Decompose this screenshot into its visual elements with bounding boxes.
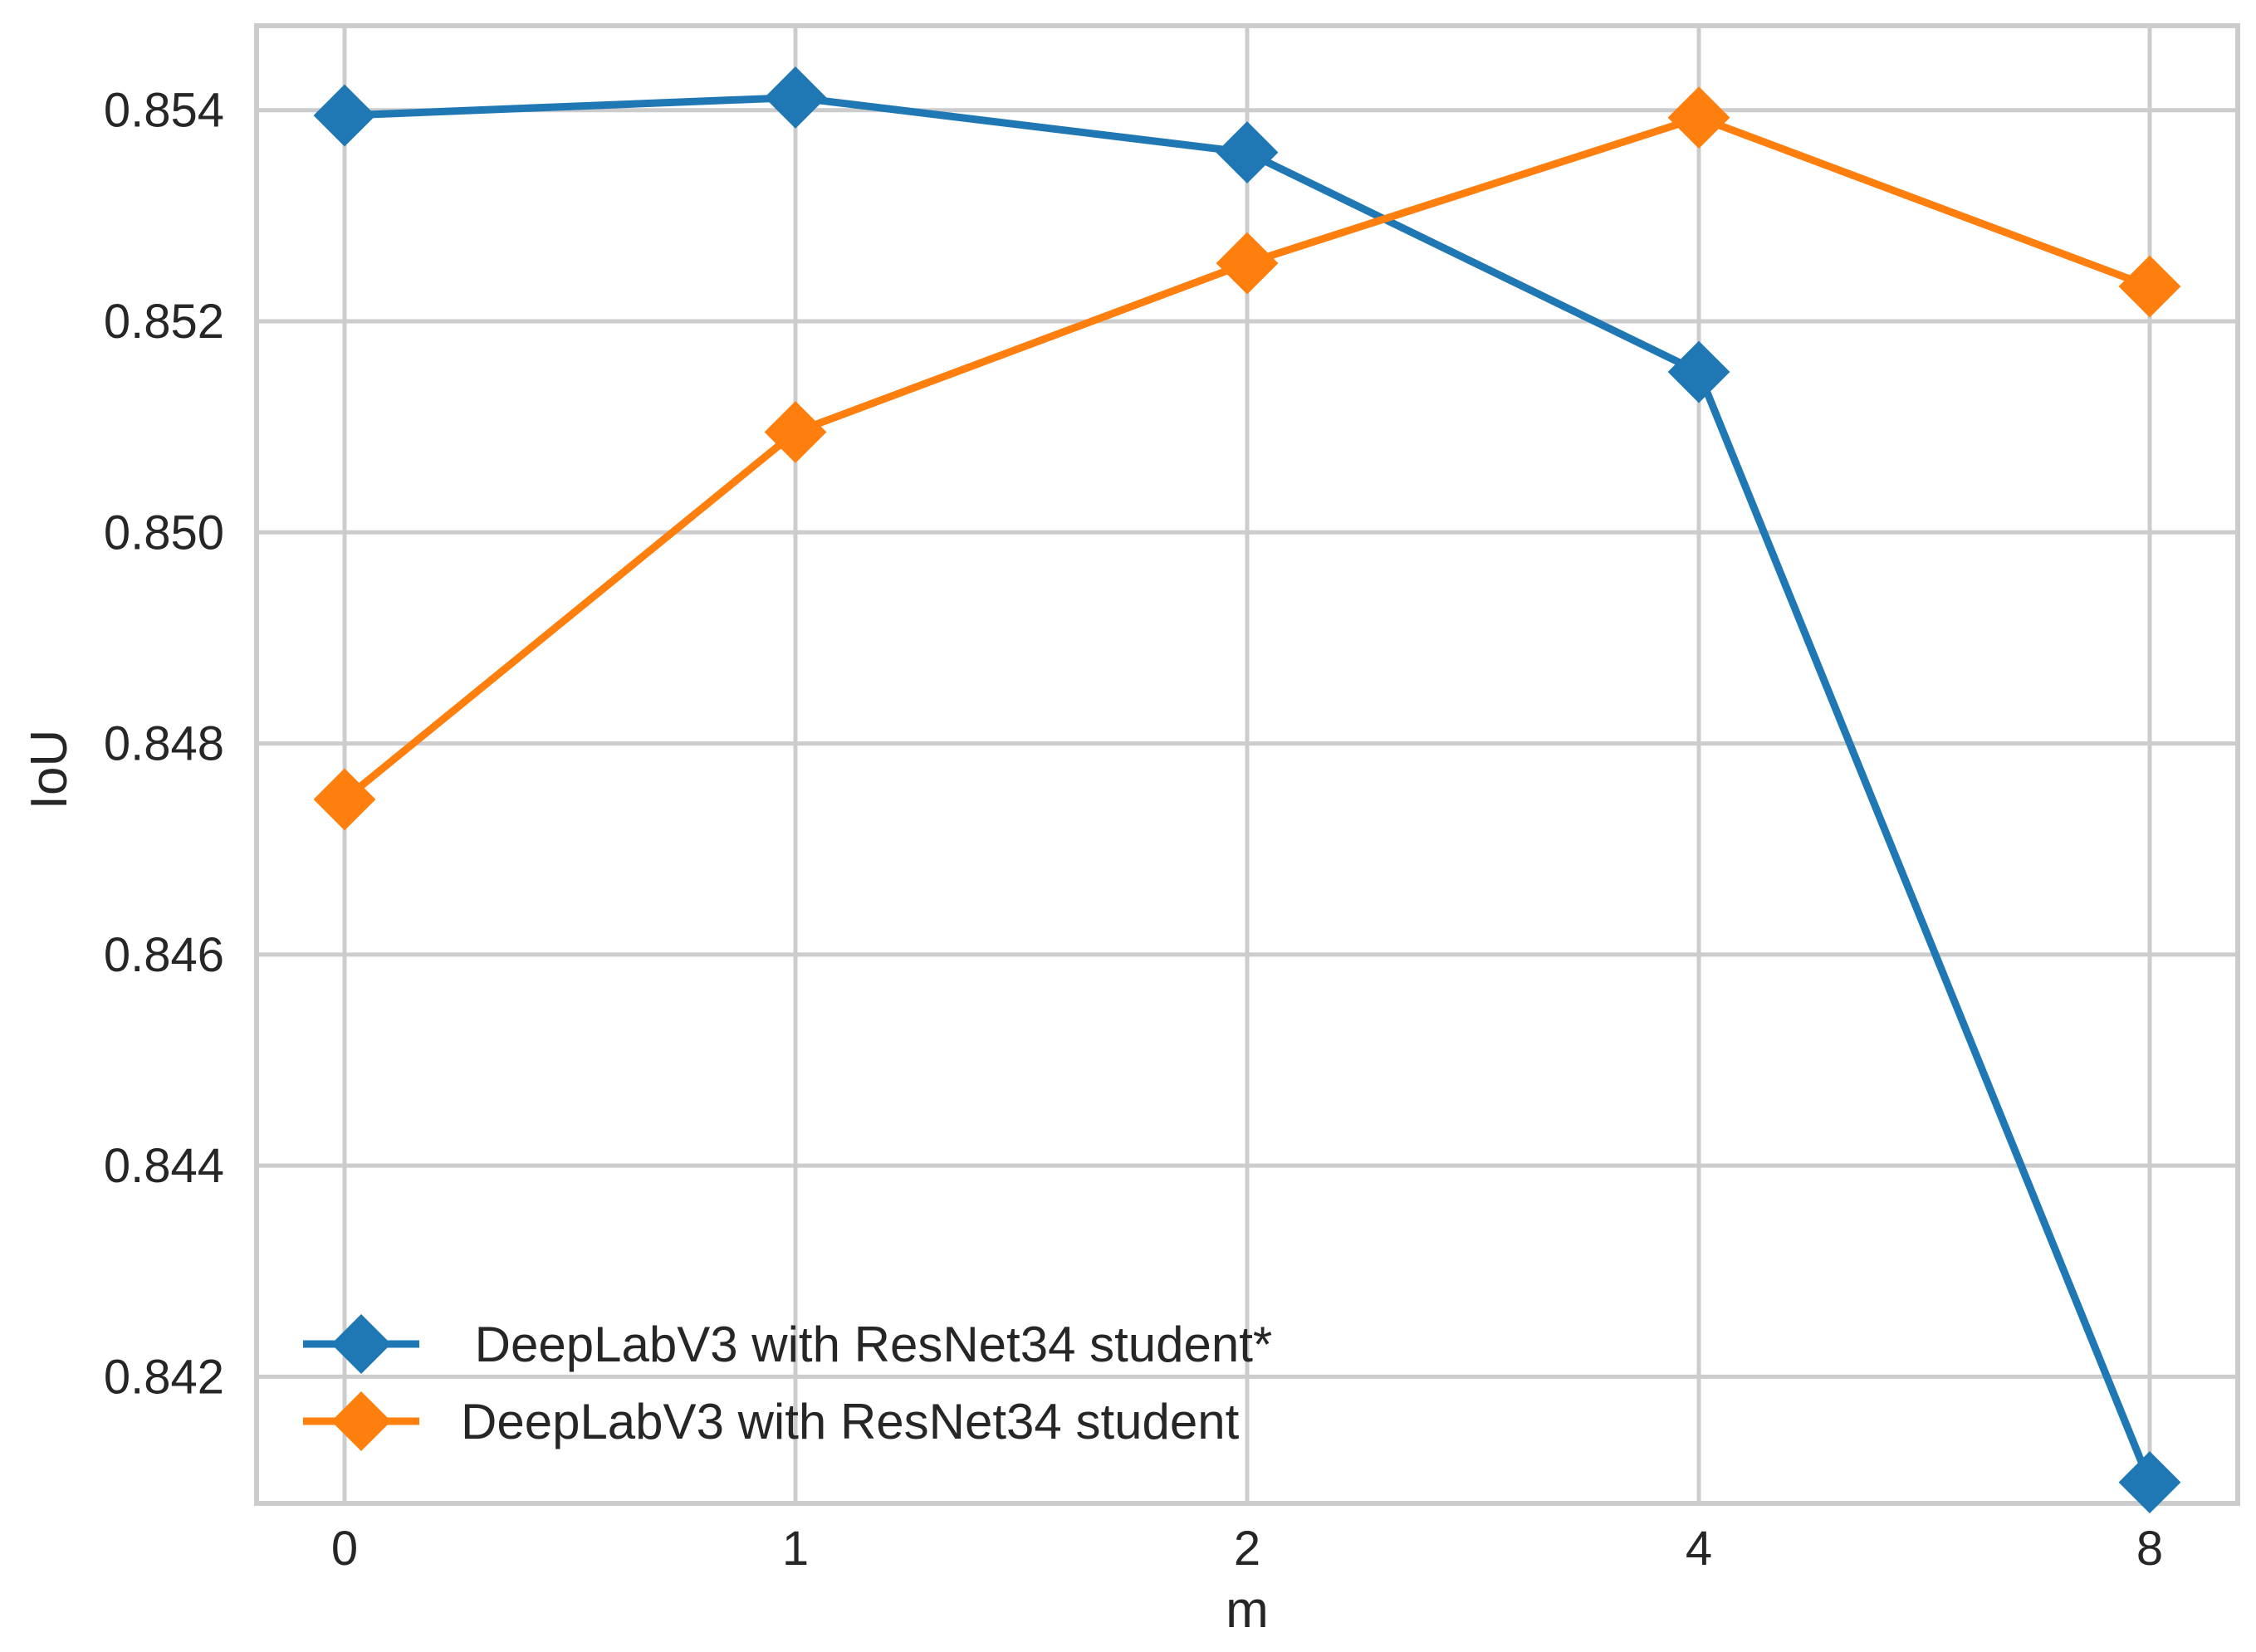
y-tick-label: 0.854 bbox=[104, 84, 224, 138]
data-point-series-2 bbox=[764, 401, 827, 463]
y-tick-label: 0.844 bbox=[104, 1139, 224, 1193]
legend-label-series-1: DeepLabV3 with ResNet34 student* bbox=[461, 1317, 1272, 1372]
y-tick-label: 0.850 bbox=[104, 506, 224, 560]
data-point-series-2 bbox=[313, 768, 376, 831]
legend-marker-series-2 bbox=[331, 1391, 391, 1451]
legend-label-series-2: DeepLabV3 with ResNet34 student bbox=[461, 1394, 1240, 1449]
series-layer bbox=[313, 66, 2181, 1513]
x-tick-label: 1 bbox=[782, 1522, 809, 1576]
y-axis-label: IoU bbox=[21, 730, 78, 809]
data-point-series-1 bbox=[764, 66, 827, 129]
y-tick-label: 0.852 bbox=[104, 295, 224, 349]
legend: DeepLabV3 with ResNet34 student* DeepLab… bbox=[303, 1314, 1272, 1451]
data-point-series-1 bbox=[1667, 340, 1730, 403]
data-point-series-1 bbox=[2118, 1451, 2181, 1513]
data-point-series-1 bbox=[1216, 121, 1279, 183]
data-point-series-2 bbox=[1216, 232, 1279, 295]
data-point-series-1 bbox=[313, 84, 376, 147]
legend-marker-series-1 bbox=[331, 1314, 391, 1374]
data-point-series-2 bbox=[2118, 255, 2181, 318]
tick-labels: 0 1 2 4 8 0.842 0.844 0.846 0.848 0.850 0.852 0.854 bbox=[104, 84, 2163, 1576]
y-tick-label: 0.846 bbox=[104, 928, 224, 982]
x-tick-label: 4 bbox=[1686, 1522, 1712, 1576]
x-tick-label: 0 bbox=[331, 1522, 358, 1576]
x-tick-label: 2 bbox=[1234, 1522, 1260, 1576]
y-tick-label: 0.848 bbox=[104, 717, 224, 771]
plot-frame bbox=[254, 23, 2240, 1506]
x-tick-label: 8 bbox=[2136, 1522, 2163, 1576]
y-tick-label: 0.842 bbox=[104, 1350, 224, 1404]
x-axis-label: m bbox=[1226, 1581, 1269, 1639]
data-point-series-2 bbox=[1667, 86, 1730, 149]
